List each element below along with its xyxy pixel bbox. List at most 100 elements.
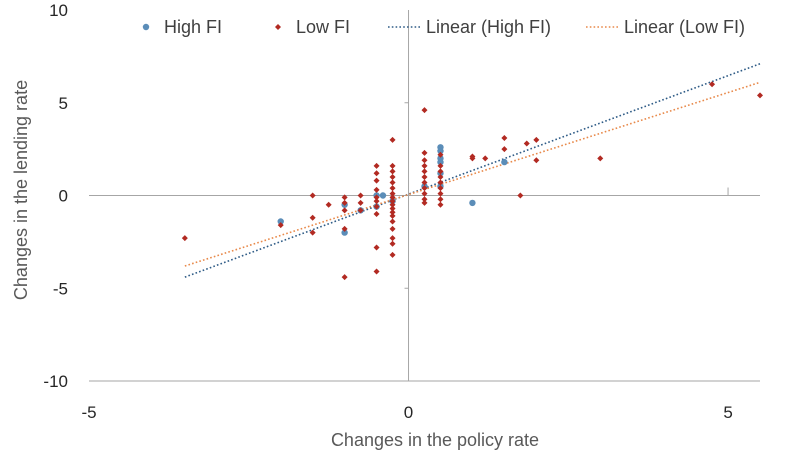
legend-label-linear-high-fi: Linear (High FI) [426,17,551,37]
low-fi-point [421,149,428,156]
trendline-high-fi [184,63,761,278]
legend-label-low-fi: Low FI [296,17,350,37]
low-fi-point [517,192,524,199]
low-fi-point [373,244,380,251]
x-tick-label: 5 [723,403,732,422]
low-fi-point [373,203,380,210]
low-fi-point [437,190,444,197]
high-fi-point [341,229,348,236]
low-fi-point [373,162,380,169]
low-fi-point [389,185,396,192]
legend-label-high-fi: High FI [164,17,222,37]
low-fi-point [389,194,396,201]
low-fi-point [277,222,284,229]
low-fi-point [389,212,396,219]
low-fi-point [533,136,540,143]
trendline-low-fi [184,81,761,267]
low-fi-point [373,170,380,177]
low-fi-point [389,218,396,225]
low-fi-point [597,155,604,162]
low-fi-point [437,151,444,158]
low-fi-point [341,274,348,281]
low-fi-point [437,179,444,186]
low-fi-point [373,198,380,205]
low-fi-point [389,173,396,180]
low-fi-point [309,214,316,221]
high-fi-point [277,218,284,225]
low-fi-point [421,162,428,169]
high-fi-point [501,158,508,166]
low-fi-point [389,190,396,197]
x-tick-label: -5 [81,403,96,422]
low-fi-point [437,173,444,180]
y-tick-label: -5 [53,279,68,298]
high-fi-point [437,158,444,166]
y-tick-label: 10 [49,1,68,20]
y-tick-label: 5 [59,94,68,113]
low-fi-point [373,211,380,218]
low-fi-point [421,157,428,164]
low-fi-point [437,162,444,169]
low-fi-point [421,179,428,186]
low-fi-point [389,235,396,242]
low-fi-point [341,199,348,206]
legend-label-linear-low-fi: Linear (Low FI) [624,17,745,37]
high-fi-point [379,192,387,199]
low-fi-point [421,168,428,175]
low-fi-point [421,107,428,114]
low-fi-point [389,209,396,216]
low-fi-point [421,196,428,203]
low-fi-point [421,185,428,192]
low-fi-point [341,225,348,232]
low-fi-point [389,205,396,212]
low-fi-point [523,140,530,147]
low-fi-point [501,146,508,153]
low-fi-point [389,136,396,143]
low-fi-point [389,179,396,186]
low-fi-point [389,198,396,205]
low-fi-point [437,185,444,192]
low-fi-point [389,251,396,258]
high-fi-point [437,147,444,155]
low-fi-point [482,155,489,162]
low-fi-point [389,168,396,175]
y-tick-label: 0 [59,187,68,206]
legend-swatch-high-fi [142,23,150,31]
y-tick-labels: 10 5 0 -5 -10 [43,1,68,391]
legend: High FI Low FI Linear (High FI) Linear (Low… [142,17,745,37]
trendlines [184,63,761,278]
low-fi-point [421,173,428,180]
low-fi-point [357,192,364,199]
legend-swatch-low-fi [275,24,281,30]
x-tick-label: 0 [404,403,413,422]
low-fi-point [373,177,380,184]
low-fi-point [373,186,380,193]
low-fi-point [325,201,332,208]
x-tick-labels: -5 0 5 [81,403,732,422]
low-fi-point [437,196,444,203]
low-fi-point [389,225,396,232]
low-fi-point [709,81,716,88]
low-fi-point [357,207,364,214]
high-fi-point [469,199,476,207]
y-tick-label: -10 [43,372,68,391]
low-fi-point [341,194,348,201]
low-fi-point [533,157,540,164]
low-fi-point [357,199,364,206]
low-fi-point [309,192,316,199]
low-fi-point [309,229,316,236]
low-fi-point [389,201,396,208]
low-fi-point [757,92,763,99]
low-fi-point [501,134,508,141]
low-fi-point [437,168,444,175]
low-fi-point [389,240,396,247]
low-fi-point [421,190,428,197]
low-fi-point [421,199,428,206]
low-fi-point [469,155,476,162]
low-fi-point [373,194,380,201]
y-axis-title: Changes in the lending rate [11,80,31,300]
x-axis-title: Changes in the policy rate [331,430,539,450]
low-fi-point [341,207,348,214]
data-points [181,81,763,281]
